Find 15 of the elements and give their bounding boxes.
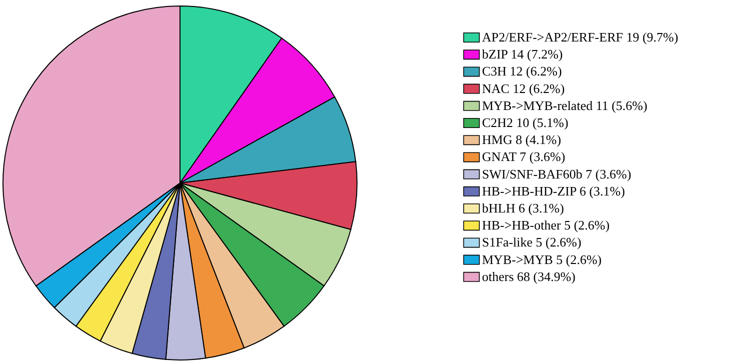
- legend-label: bZIP 14 (7.2%): [482, 46, 563, 62]
- legend-label: NAC 12 (6.2%): [482, 80, 565, 96]
- legend-label: MYB->MYB-related 11 (5.6%): [482, 98, 648, 113]
- legend-label: C2H2 10 (5.1%): [482, 115, 568, 130]
- legend-label: bHLH 6 (3.1%): [482, 200, 564, 216]
- legend-label: HB->HB-other 5 (2.6%): [482, 218, 610, 233]
- legend-label: HB->HB-HD-ZIP 6 (3.1%): [482, 183, 625, 198]
- legend-label: S1Fa-like 5 (2.6%): [482, 234, 582, 250]
- legend-label: others 68 (34.9%): [482, 268, 576, 284]
- legend-label: AP2/ERF->AP2/ERF-ERF 19 (9.7%): [482, 30, 678, 44]
- legend-label: HMG 8 (4.1%): [482, 132, 562, 148]
- legend-label: MYB->MYB 5 (2.6%): [482, 252, 602, 267]
- legend-label: GNAT 7 (3.6%): [482, 149, 566, 164]
- legend-label: C3H 12 (6.2%): [482, 64, 562, 79]
- legend-label: SWI/SNF-BAF60b 7 (3.6%): [482, 166, 632, 182]
